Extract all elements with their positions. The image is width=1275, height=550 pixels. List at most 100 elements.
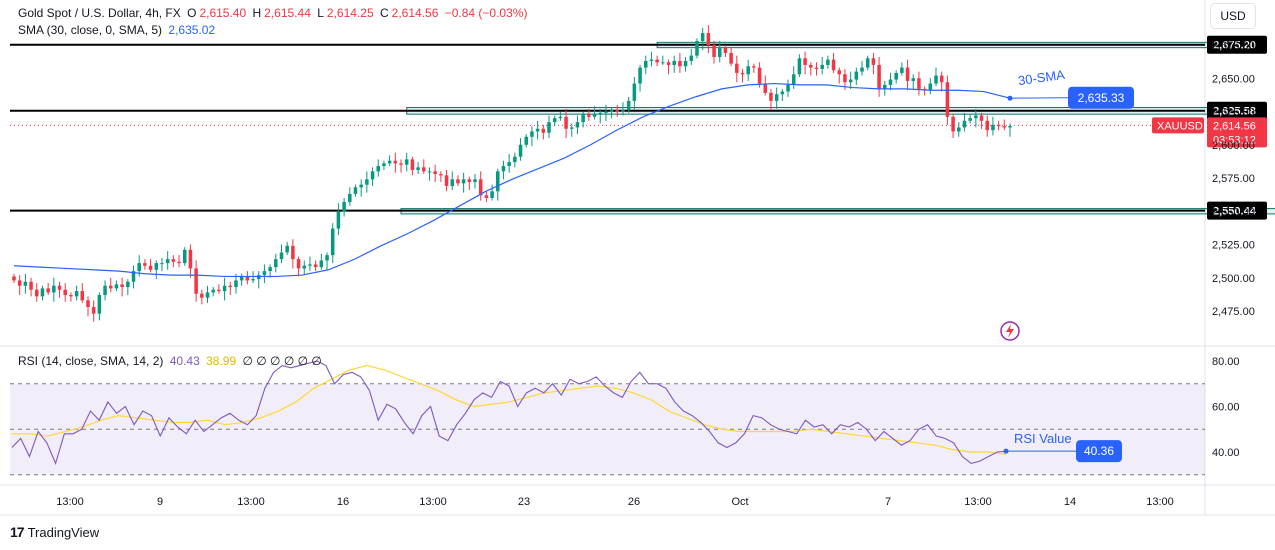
rsi-legend[interactable]: RSI (14, close, SMA, 14, 2) 40.43 38.99 … [18, 354, 325, 368]
time-tick-label: 26 [628, 496, 640, 508]
candle-body [251, 279, 255, 281]
candle-body [814, 67, 819, 69]
axes: 2,675.00 2,650.00 2,625.00 2,600.00 2,575.00… [56, 40, 1255, 508]
rsi-annotation-tag [1076, 440, 1122, 463]
currency-button[interactable]: USD [1210, 3, 1256, 29]
candle-body [120, 284, 124, 288]
symbol-tag-text: XAUUSD [1157, 120, 1203, 132]
time-tick-label: 13:00 [237, 496, 265, 508]
candle-body [689, 55, 694, 61]
candle-body [513, 156, 517, 163]
rsi-annotation-label: RSI Value [1014, 431, 1072, 446]
time-tick-label: 13:00 [419, 496, 447, 508]
candle-body [507, 162, 511, 167]
candle-body [547, 122, 551, 133]
sma-line [13, 82, 1011, 278]
candle-body [604, 111, 608, 113]
candle-body [939, 75, 944, 83]
candle-body [888, 79, 893, 85]
sma-legend-label: SMA (30, close, 0, SMA, 5) [18, 23, 163, 37]
candle-body [615, 110, 620, 112]
candle-body [672, 60, 676, 65]
candle-body [791, 74, 796, 85]
candle-body [552, 118, 557, 123]
level-tag [1207, 101, 1267, 120]
candle-body [114, 284, 119, 289]
candle-body [621, 110, 625, 112]
candle-body [319, 260, 324, 268]
candle-body [740, 72, 745, 75]
rsi-line [11, 360, 1007, 466]
candle-body [490, 191, 494, 198]
rsi-annotation-tag-text: 40.36 [1084, 444, 1114, 458]
candle-body [496, 171, 500, 192]
sma-legend[interactable]: SMA (30, close, 0, SMA, 5) 2,635.02 [18, 23, 218, 37]
countdown-text: 03:53:12 [1213, 134, 1256, 146]
candle-body [894, 72, 898, 80]
candle-body [695, 41, 699, 56]
candle-body [353, 187, 358, 194]
candle-body [177, 261, 181, 264]
candle-body [433, 171, 437, 175]
candle-body [313, 264, 318, 268]
candle-body [234, 280, 238, 288]
candle-body [325, 255, 329, 261]
time-tick-label: 9 [157, 496, 163, 508]
high-value: 2,615.44 [264, 6, 311, 20]
candle-body [1002, 126, 1007, 128]
candle-body [484, 195, 489, 198]
candle-body [143, 263, 147, 266]
candle-body [80, 291, 85, 301]
candle-body [370, 171, 375, 180]
candle-body [427, 171, 432, 173]
candle-body [86, 300, 90, 308]
candle-body [410, 159, 415, 171]
sma-pointer-dot [1007, 95, 1013, 101]
candle-body [530, 131, 534, 137]
candle-body [968, 118, 972, 121]
candle-body [729, 52, 733, 64]
candle-body [587, 114, 591, 117]
change-value: −0.84 (−0.03%) [444, 6, 528, 20]
symbol-title: Gold Spot / U.S. Dollar, 4h, FX [18, 6, 181, 20]
candle-body [359, 184, 363, 188]
candle-body [991, 124, 995, 131]
candle-body [678, 60, 682, 67]
candle-body [911, 78, 916, 81]
rsi-pointer-dot [1003, 448, 1009, 454]
candle-body [35, 289, 39, 297]
candle-body [518, 144, 523, 157]
candle-body [268, 267, 272, 272]
candle-body [439, 174, 443, 176]
candle-body [245, 276, 250, 281]
candle-body [865, 58, 870, 68]
candle-body [131, 271, 136, 282]
candle-body [757, 67, 762, 84]
candle-body [763, 83, 768, 93]
price-tick-label: 2,675.00 [1212, 40, 1255, 52]
candle-body [626, 100, 631, 111]
candle-body [194, 268, 198, 294]
candle-body [29, 281, 33, 290]
candle-body [302, 265, 307, 269]
candle-body [717, 47, 722, 57]
price-tick-label: 2,475.00 [1212, 306, 1255, 318]
candle-body [416, 167, 420, 171]
candle-body [217, 289, 221, 292]
price-tick-label: 2,500.00 [1212, 273, 1255, 285]
candle-body [746, 66, 750, 75]
candle-body [148, 265, 153, 270]
candle-body [382, 163, 386, 167]
annotations: 30-SMA 2,635.33 RSI Value 40.36 [1000, 67, 1134, 463]
time-tick-label: 13:00 [56, 496, 84, 508]
candle-body [837, 70, 842, 75]
candle-body [655, 59, 659, 63]
level-tag [1207, 201, 1267, 220]
candle-body [239, 276, 244, 281]
tradingview-logo[interactable]: 17 TradingView [10, 524, 99, 540]
candle-body [330, 228, 335, 256]
candle-body [40, 288, 45, 297]
candle-body [569, 127, 574, 129]
lightning-bolt-icon [1006, 324, 1014, 338]
sma-annotation-label: 30-SMA [1017, 67, 1066, 88]
